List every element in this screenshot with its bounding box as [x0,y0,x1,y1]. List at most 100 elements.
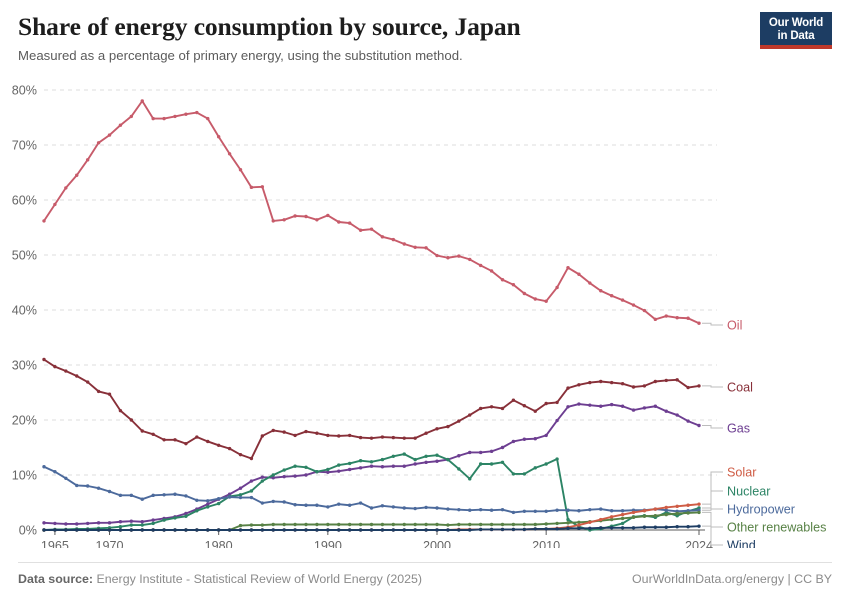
series-point[interactable] [64,528,68,532]
series-point[interactable] [337,463,341,467]
series-point[interactable] [347,433,352,438]
series-point[interactable] [293,464,297,468]
series-point[interactable] [697,384,701,388]
series-point[interactable] [468,528,472,532]
series-point[interactable] [489,449,494,454]
series-point[interactable] [380,235,385,239]
series-point[interactable] [304,503,308,507]
series-point[interactable] [664,508,668,512]
series-point[interactable] [675,504,679,509]
series-point[interactable] [260,185,265,189]
series-point[interactable] [566,405,570,409]
series-point[interactable] [533,527,537,531]
series-point[interactable] [85,380,90,384]
series-point[interactable] [500,278,505,282]
series-point[interactable] [533,466,537,470]
series-point[interactable] [555,400,559,405]
series-point[interactable] [588,526,592,531]
series-point[interactable] [293,214,297,218]
series-point[interactable] [413,522,417,527]
series-point[interactable] [599,379,603,384]
series-line[interactable] [43,403,700,525]
series-point[interactable] [609,380,614,385]
series-point[interactable] [468,257,472,262]
series-point[interactable] [282,522,286,527]
series-point[interactable] [588,507,592,512]
series-point[interactable] [42,521,46,525]
series-point[interactable] [511,398,516,402]
series-point[interactable] [555,457,559,461]
series-point[interactable] [457,254,461,258]
series-point[interactable] [653,379,658,384]
series-point[interactable] [468,522,472,527]
series-label-gas[interactable]: Gas [727,422,750,436]
series-point[interactable] [249,528,254,532]
series-point[interactable] [369,522,374,527]
series-point[interactable] [489,508,494,512]
series-point[interactable] [347,522,352,527]
series-point[interactable] [304,465,308,469]
series-point[interactable] [686,316,690,320]
series-point[interactable] [358,459,363,463]
series-point[interactable] [358,522,363,527]
series-point[interactable] [118,408,123,413]
series-point[interactable] [293,528,297,532]
series-point[interactable] [358,501,363,505]
series-label-solar[interactable]: Solar [727,466,756,480]
series-point[interactable] [326,213,330,218]
series-point[interactable] [500,406,505,411]
series-point[interactable] [424,460,428,465]
series-point[interactable] [238,528,243,532]
series-point[interactable] [620,516,625,521]
series-point[interactable] [107,392,112,396]
series-line[interactable] [43,358,700,460]
series-point[interactable] [478,507,483,512]
series-point[interactable] [282,500,286,504]
series-point[interactable] [664,378,668,383]
series-point[interactable] [151,528,155,532]
series-point[interactable] [620,509,625,513]
series-point[interactable] [391,522,396,527]
series-point[interactable] [675,378,679,382]
series-point[interactable] [435,253,439,258]
series-point[interactable] [500,445,505,450]
series-point[interactable] [326,522,330,527]
series-point[interactable] [446,256,450,260]
series-point[interactable] [140,523,144,527]
series-point[interactable] [664,505,668,510]
series-point[interactable] [315,431,319,435]
series-point[interactable] [478,263,483,268]
series-point[interactable] [631,303,636,307]
series-point[interactable] [566,526,570,531]
series-point[interactable] [85,521,90,526]
series-point[interactable] [664,512,668,517]
series-point[interactable] [162,493,166,497]
series-point[interactable] [380,522,385,527]
series-point[interactable] [140,497,144,501]
series-point[interactable] [173,528,177,532]
series-point[interactable] [446,528,450,532]
series-point[interactable] [522,437,527,441]
series-point[interactable] [402,522,406,527]
series-point[interactable] [315,218,319,222]
series-point[interactable] [424,528,428,532]
series-point[interactable] [216,496,221,501]
series-point[interactable] [522,404,527,408]
series-point[interactable] [369,464,374,468]
series-point[interactable] [129,523,134,527]
series-point[interactable] [478,522,483,527]
series-point[interactable] [380,504,385,508]
series-point[interactable] [227,152,232,156]
series-point[interactable] [489,405,494,409]
series-point[interactable] [642,308,647,313]
series-point[interactable] [206,439,210,444]
series-point[interactable] [500,527,505,532]
series-point[interactable] [260,523,265,527]
series-point[interactable] [53,202,57,207]
series-point[interactable] [184,511,188,516]
series-point[interactable] [609,402,614,407]
series-point[interactable] [369,506,374,510]
series-point[interactable] [413,245,417,249]
series-point[interactable] [642,406,647,410]
series-point[interactable] [315,528,319,532]
